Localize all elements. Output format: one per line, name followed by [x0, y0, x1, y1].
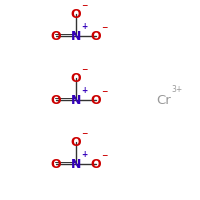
- Text: −: −: [101, 151, 108, 160]
- Text: O: O: [51, 94, 61, 106]
- Text: O: O: [71, 72, 81, 84]
- Text: O: O: [91, 94, 101, 106]
- Text: 3+: 3+: [172, 85, 183, 94]
- Text: −: −: [81, 129, 88, 138]
- Text: +: +: [81, 86, 87, 95]
- Text: O: O: [51, 158, 61, 170]
- Text: Cr: Cr: [157, 94, 171, 106]
- Text: N: N: [71, 158, 81, 170]
- Text: O: O: [91, 158, 101, 170]
- Text: +: +: [81, 150, 87, 159]
- Text: O: O: [71, 136, 81, 148]
- Text: +: +: [81, 22, 87, 31]
- Text: −: −: [81, 65, 88, 74]
- Text: −: −: [101, 23, 108, 32]
- Text: O: O: [51, 29, 61, 43]
- Text: N: N: [71, 29, 81, 43]
- Text: N: N: [71, 94, 81, 106]
- Text: −: −: [101, 87, 108, 96]
- Text: −: −: [81, 1, 88, 10]
- Text: O: O: [91, 29, 101, 43]
- Text: O: O: [71, 7, 81, 21]
